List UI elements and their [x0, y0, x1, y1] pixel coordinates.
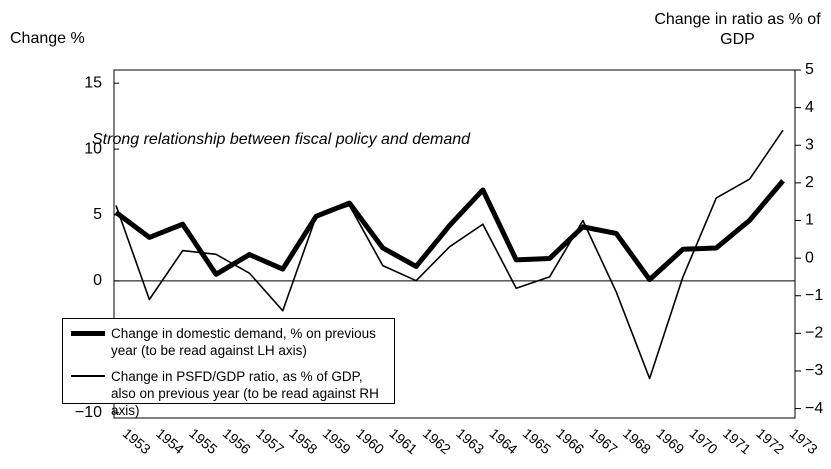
legend-label: Change in domestic demand, % on previous… — [111, 326, 376, 358]
y2-tick-label: −3 — [805, 362, 823, 379]
x-tick-label: 1970 — [687, 425, 721, 457]
legend-swatch — [71, 375, 105, 377]
x-tick-label: 1962 — [420, 425, 454, 457]
y2-tick-label: −4 — [805, 400, 823, 417]
y-tick-label: 0 — [93, 272, 102, 289]
y2-tick-label: −2 — [805, 325, 823, 342]
x-tick-label: 1953 — [120, 425, 154, 457]
y2-tick-label: 4 — [805, 99, 814, 116]
y-tick-label: 10 — [84, 140, 102, 157]
x-tick-label: 1971 — [720, 425, 754, 457]
x-tick-label: 1963 — [453, 425, 487, 457]
x-tick-label: 1960 — [353, 425, 387, 457]
series-line — [114, 179, 785, 283]
x-tick-label: 1956 — [220, 425, 254, 457]
x-tick-label: 1961 — [386, 425, 420, 457]
x-tick-label: 1954 — [153, 425, 187, 457]
y2-tick-label: 5 — [805, 61, 814, 78]
x-tick-label: 1969 — [653, 425, 687, 457]
x-tick-label: 1966 — [553, 425, 587, 457]
y2-tick-label: 3 — [805, 136, 814, 153]
x-tick-label: 1968 — [620, 425, 654, 457]
x-tick-label: 1958 — [286, 425, 320, 457]
x-tick-label: 1973 — [787, 425, 821, 457]
legend-swatch — [71, 331, 105, 336]
series-line — [115, 129, 784, 380]
x-tick-label: 1967 — [587, 425, 621, 457]
legend: Change in domestic demand, % on previous… — [62, 318, 395, 418]
annotation: Strong relationship between fiscal polic… — [92, 131, 471, 148]
x-tick-label: 1965 — [520, 425, 554, 457]
x-tick-label: 1972 — [753, 425, 787, 457]
legend-label: Change in PSFD/GDP ratio, as % of GDP, a… — [111, 369, 379, 418]
y-tick-label: 5 — [93, 206, 102, 223]
y2-tick-label: −1 — [805, 287, 823, 304]
y2-tick-label: 1 — [805, 212, 814, 229]
x-tick-label: 1964 — [487, 425, 521, 457]
y-tick-label: 15 — [84, 74, 102, 91]
y2-tick-label: 0 — [805, 249, 814, 266]
y-tick-label: −10 — [75, 404, 102, 421]
y-axis-label: Change % — [10, 30, 85, 47]
y2-axis-label: Change in ratio as % of GDP — [654, 11, 821, 48]
y2-tick-label: 2 — [805, 174, 814, 191]
x-tick-label: 1957 — [253, 425, 287, 457]
x-tick-label: 1959 — [320, 425, 354, 457]
x-tick-label: 1955 — [186, 425, 220, 457]
plot-frame — [113, 69, 796, 419]
